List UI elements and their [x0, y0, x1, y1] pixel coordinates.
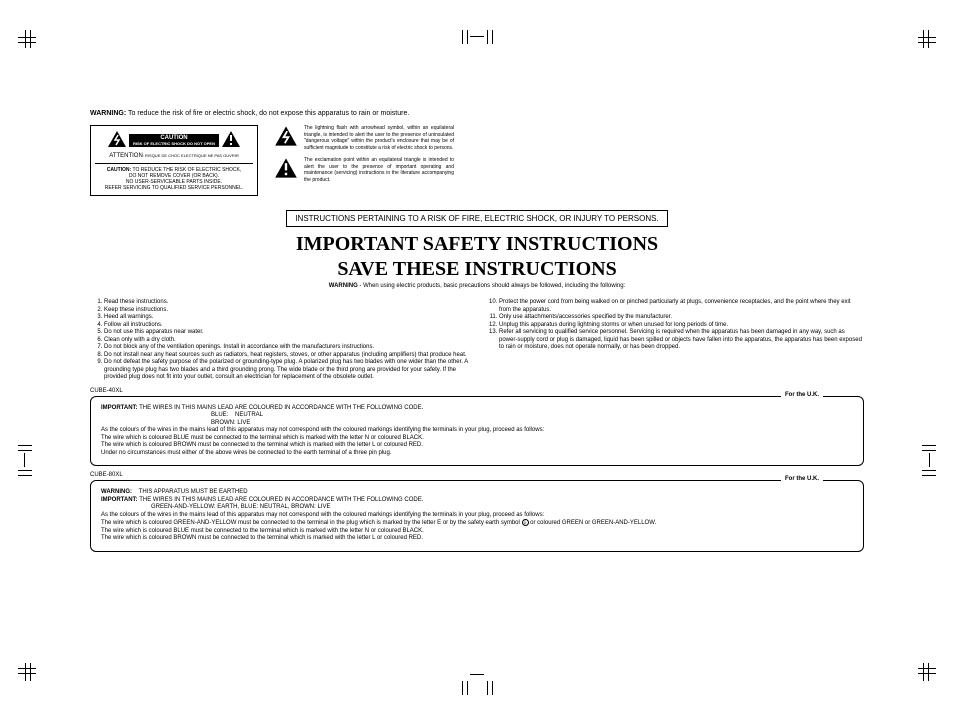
- uk1-c2: BROWN:: [211, 420, 236, 426]
- instruction-item: Do not block any of the ventilation open…: [104, 344, 469, 352]
- bolt-note: The lightning flash with arrowhead symbo…: [304, 125, 454, 151]
- caution-box: CAUTION RISK OF ELECTRIC SHOCK DO NOT OP…: [90, 125, 258, 196]
- instruction-item: Refer all servicing to qualified service…: [499, 329, 864, 352]
- instructions-banner: INSTRUCTIONS PERTAINING TO A RISK OF FIR…: [286, 210, 667, 227]
- caution-body4: REFER SERVICING TO QUALIFIED SERVICE PER…: [95, 185, 253, 191]
- caution-band: CAUTION RISK OF ELECTRIC SHOCK DO NOT OP…: [129, 134, 219, 147]
- bolt-icon: [274, 125, 298, 151]
- exclamation-icon: [221, 130, 241, 151]
- attention-label: ATTENTION: [109, 153, 143, 159]
- caution-row: CAUTION RISK OF ELECTRIC SHOCK DO NOT OP…: [90, 125, 864, 196]
- uk-tag: For the U.K.: [781, 476, 823, 484]
- earth-icon: ⏚: [522, 519, 529, 526]
- uk2-para: As the colours of the wires in the mains…: [101, 512, 853, 520]
- uk2-line2: The wire which is coloured BLUE must be …: [101, 528, 853, 536]
- instruction-item: Follow all instructions.: [104, 322, 469, 330]
- instruction-item: Only use attachments/accessories specifi…: [499, 314, 864, 322]
- warning-label: WARNING:: [90, 110, 126, 117]
- uk2-important-text: THE WIRES IN THIS MAINS LEAD ARE COLOURE…: [139, 497, 423, 503]
- instruction-item: Read these instructions.: [104, 299, 469, 307]
- uk2-line3: The wire which is coloured BROWN must be…: [101, 535, 853, 543]
- uk2-line1: The wire which is coloured GREEN-AND-YEL…: [101, 519, 853, 528]
- instruction-item: Unplug this apparatus during lightning s…: [499, 322, 864, 330]
- instruction-item: Heed all warnings.: [104, 314, 469, 322]
- uk1-para: As the colours of the wires in the mains…: [101, 427, 853, 435]
- symbol-notes: The lightning flash with arrowhead symbo…: [274, 125, 454, 189]
- uk1-important-text: THE WIRES IN THIS MAINS LEAD ARE COLOURE…: [139, 405, 423, 411]
- uk2-warning-label: WARNING:: [101, 489, 132, 495]
- uk1-c1: BLUE:: [211, 412, 228, 418]
- instruction-item: Keep these instructions.: [104, 307, 469, 315]
- model-1-label: CUBE-40XL: [90, 388, 864, 394]
- crop-mark-bl: [18, 651, 48, 681]
- uk2-line1a: The wire which is coloured GREEN-AND-YEL…: [101, 520, 522, 526]
- instruction-item: Do not install near any heat sources suc…: [104, 352, 469, 360]
- uk-tag: For the U.K.: [781, 392, 823, 400]
- uk2-line1b: or coloured GREEN or GREEN-AND-YELLOW.: [529, 520, 657, 526]
- exclamation-icon: [274, 157, 298, 183]
- sub-warning: WARNING - When using electric products, …: [90, 283, 864, 289]
- crop-mark-br: [906, 651, 936, 681]
- instructions-right: Protect the power cord from being walked…: [485, 299, 864, 382]
- instructions-left: Read these instructions.Keep these instr…: [90, 299, 469, 382]
- instruction-item: Do not defeat the safety purpose of the …: [104, 359, 469, 382]
- instruction-item: Clean only with a dry cloth.: [104, 337, 469, 345]
- uk2-colours: GREEN-AND-YELLOW: EARTH, BLUE: NEUTRAL, …: [101, 504, 853, 512]
- heading-line-2: SAVE THESE INSTRUCTIONS: [90, 258, 864, 281]
- uk1-line3: Under no circumstances must either of th…: [101, 450, 853, 458]
- uk-box-2: For the U.K. WARNING: THIS APPARATUS MUS…: [90, 480, 864, 552]
- caution-risk-en: RISK OF ELECTRIC SHOCK DO NOT OPEN: [133, 142, 215, 146]
- caution-body-label: CAUTION:: [107, 167, 131, 173]
- warning-text: To reduce the risk of fire or electric s…: [128, 110, 409, 117]
- heading-line-1: IMPORTANT SAFETY INSTRUCTIONS: [90, 233, 864, 256]
- uk-box-1: For the U.K. IMPORTANT: THE WIRES IN THI…: [90, 396, 864, 467]
- top-warning: WARNING: To reduce the risk of fire or e…: [90, 110, 864, 117]
- uk1-c1b: NEUTRAL: [235, 412, 263, 418]
- uk2-warning-text: THIS APPARATUS MUST BE EARTHED: [139, 489, 248, 495]
- instruction-columns: Read these instructions.Keep these instr…: [90, 299, 864, 382]
- excl-note: The exclamation point within an equilate…: [304, 157, 454, 183]
- bolt-icon: [107, 130, 127, 151]
- uk1-line1: The wire which is coloured BLUE must be …: [101, 435, 853, 443]
- model-2-label: CUBE-80XL: [90, 472, 864, 478]
- instruction-item: Do not use this apparatus near water.: [104, 329, 469, 337]
- uk2-important-label: IMPORTANT:: [101, 497, 138, 503]
- crop-mark-tr: [906, 30, 936, 60]
- uk1-important-label: IMPORTANT:: [101, 405, 138, 411]
- crop-mark-tl: [18, 30, 48, 60]
- sub-warning-text: - When using electric products, basic pr…: [358, 283, 625, 289]
- instructions-list-left: Read these instructions.Keep these instr…: [90, 299, 469, 382]
- uk1-c2b: LIVE: [237, 420, 250, 426]
- page-content: WARNING: To reduce the risk of fire or e…: [90, 110, 864, 552]
- uk1-line2: The wire which is coloured BROWN must be…: [101, 442, 853, 450]
- attention-fr: : RISQUE DE CHOC ELECTRIQUE NE PAS OUVRI…: [143, 153, 239, 158]
- instructions-list-right: Protect the power cord from being walked…: [485, 299, 864, 352]
- instruction-item: Protect the power cord from being walked…: [499, 299, 864, 314]
- sub-warning-label: WARNING: [329, 283, 358, 289]
